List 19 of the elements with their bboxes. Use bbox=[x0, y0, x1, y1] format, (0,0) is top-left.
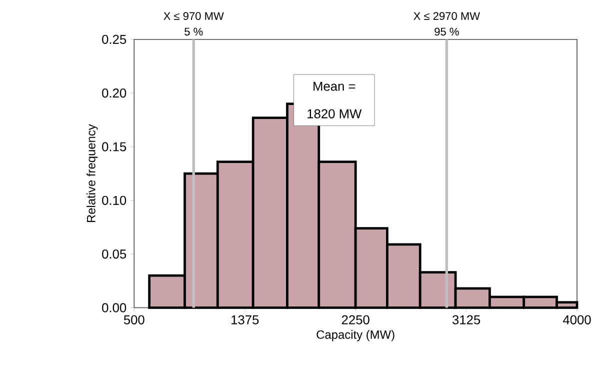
ref-line-label: X ≤ 2970 MW bbox=[414, 12, 480, 20]
y-tick-label: 0.00 bbox=[102, 302, 126, 312]
y-tick-label: 0.05 bbox=[102, 249, 126, 258]
ref-line-label: X ≤ 970 MW bbox=[164, 12, 224, 20]
y-axis-title: Relative frequency bbox=[86, 124, 98, 222]
x-tick-label: 500 bbox=[124, 315, 144, 324]
y-tick-label: 0.25 bbox=[102, 34, 126, 44]
y-tick-label: 0.20 bbox=[102, 88, 126, 98]
y-tick-label: 0.15 bbox=[102, 142, 126, 152]
annotation: 95 % bbox=[434, 28, 459, 36]
x-tick-label: 4000 bbox=[563, 315, 591, 324]
y-tick-label: 0.10 bbox=[102, 196, 126, 205]
annotation: Mean = bbox=[314, 82, 356, 91]
x-tick-label: 1375 bbox=[232, 315, 259, 324]
x-tick-label: 2250 bbox=[342, 315, 370, 324]
x-tick-label: 3125 bbox=[452, 315, 480, 324]
annotation: 1820 MW bbox=[308, 109, 362, 118]
x-axis-title: Capacity (MW) bbox=[316, 330, 394, 341]
annotation: 5 % bbox=[184, 28, 203, 36]
